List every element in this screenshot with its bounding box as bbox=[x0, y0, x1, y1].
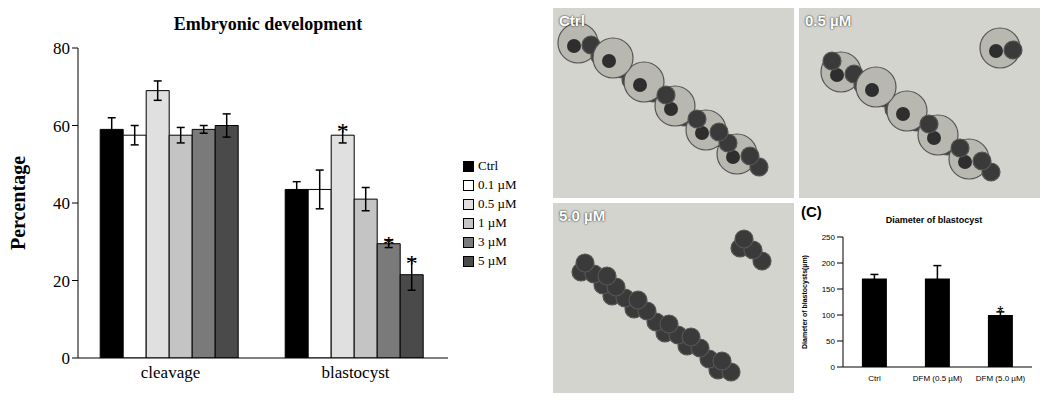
svg-text:*: * bbox=[337, 118, 349, 144]
svg-text:Diameter of blastocysts(µm): Diameter of blastocysts(µm) bbox=[801, 255, 809, 349]
svg-text:Ctrl: Ctrl bbox=[868, 374, 881, 383]
html-text:5.0 µM: 5.0 µM bbox=[559, 207, 606, 224]
svg-text:DFM (0.5 µM): DFM (0.5 µM) bbox=[913, 374, 963, 383]
svg-text:150: 150 bbox=[822, 285, 836, 294]
html-text:3 µM: 3 µM bbox=[478, 234, 507, 249]
svg-text:80: 80 bbox=[53, 39, 70, 58]
svg-text:40: 40 bbox=[53, 194, 70, 213]
html-text:0.5 µM: 0.5 µM bbox=[478, 196, 517, 211]
svg-text:100: 100 bbox=[822, 311, 836, 320]
html-text:Embryonic development: Embryonic development bbox=[173, 14, 363, 34]
svg-text:*: * bbox=[383, 231, 395, 257]
svg-text:Percentage: Percentage bbox=[8, 156, 30, 250]
svg-text:20: 20 bbox=[53, 272, 70, 291]
svg-text:cleavage: cleavage bbox=[141, 363, 200, 382]
svg-text:60: 60 bbox=[53, 117, 70, 136]
html-text:(C): (C) bbox=[801, 203, 822, 220]
html-text:0.1 µM: 0.1 µM bbox=[478, 177, 517, 192]
svg-text:blastocyst: blastocyst bbox=[322, 363, 390, 382]
svg-text:0: 0 bbox=[831, 363, 836, 372]
svg-text:DFM (5.0 µM): DFM (5.0 µM) bbox=[976, 374, 1026, 383]
svg-text:0: 0 bbox=[62, 349, 71, 368]
svg-text:*: * bbox=[406, 250, 418, 276]
html-text:Diameter of blastocyst: Diameter of blastocyst bbox=[885, 215, 983, 225]
html-text:Ctrl: Ctrl bbox=[478, 158, 499, 173]
svg-text:250: 250 bbox=[822, 233, 836, 242]
svg-text:200: 200 bbox=[822, 259, 836, 268]
svg-text:50: 50 bbox=[826, 337, 835, 346]
html-text:0.5 µM: 0.5 µM bbox=[805, 12, 852, 29]
html-text:Ctrl: Ctrl bbox=[559, 12, 585, 29]
html-text:5 µM: 5 µM bbox=[478, 253, 507, 268]
html-text:1 µM: 1 µM bbox=[478, 215, 507, 230]
svg-text:*: * bbox=[997, 304, 1003, 321]
